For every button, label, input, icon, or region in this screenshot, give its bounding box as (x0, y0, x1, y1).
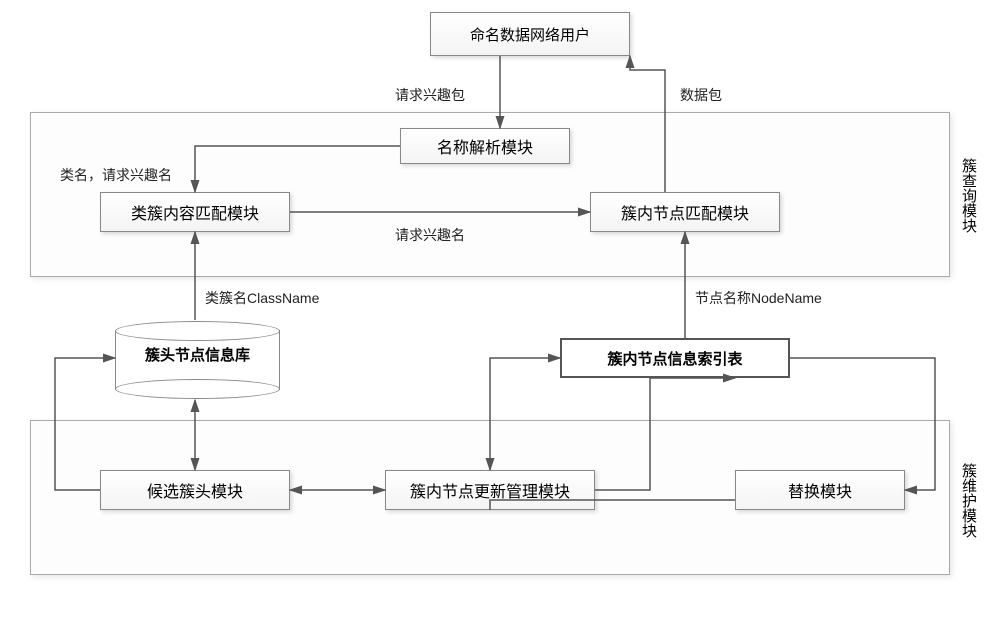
update-mgr-label: 簇内节点更新管理模块 (410, 478, 570, 502)
label-request-interest-1: 请求兴趣包 (395, 85, 465, 105)
class-match-node: 类簇内容匹配模块 (100, 192, 290, 232)
replace-label: 替换模块 (788, 478, 852, 502)
replace-node: 替换模块 (735, 470, 905, 510)
name-parse-node: 名称解析模块 (400, 128, 570, 164)
name-parse-label: 名称解析模块 (437, 134, 533, 158)
label-node-name: 节点名称NodeName (695, 288, 822, 308)
index-table-label: 簇内节点信息索引表 (607, 348, 742, 369)
label-class-name: 类簇名ClassName (205, 288, 319, 308)
node-match-label: 簇内节点匹配模块 (621, 200, 749, 224)
label-data-packet: 数据包 (680, 85, 722, 105)
cluster-head-db-label: 簇头节点信息库 (116, 344, 279, 365)
candidate-head-label: 候选簇头模块 (147, 478, 243, 502)
update-mgr-node: 簇内节点更新管理模块 (385, 470, 595, 510)
node-match-node: 簇内节点匹配模块 (590, 192, 780, 232)
label-classname-interest: 类名，请求兴趣名 (60, 165, 172, 185)
user-label: 命名数据网络用户 (470, 24, 590, 45)
label-request-interest-2: 请求兴趣名 (395, 225, 465, 245)
maintain-module-label: 簇维护模块 (958, 440, 979, 560)
candidate-head-node: 候选簇头模块 (100, 470, 290, 510)
query-module-label: 簇查询模块 (958, 135, 979, 255)
user-node: 命名数据网络用户 (430, 12, 630, 56)
cluster-head-db: 簇头节点信息库 (115, 330, 280, 390)
index-table-node: 簇内节点信息索引表 (560, 338, 790, 378)
class-match-label: 类簇内容匹配模块 (131, 200, 259, 224)
